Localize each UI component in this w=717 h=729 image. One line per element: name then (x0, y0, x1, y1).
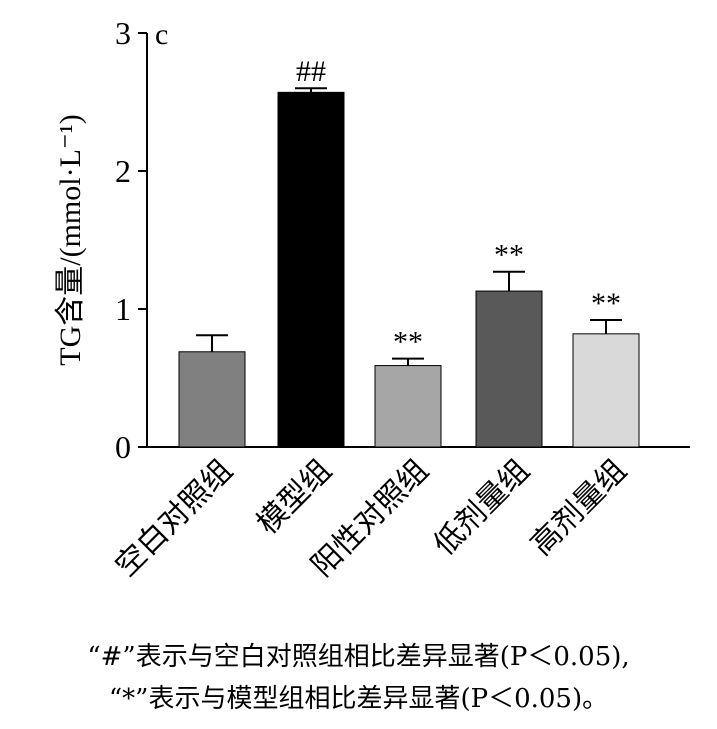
y-axis-label: TG含量/(mmol·L⁻¹) (54, 114, 87, 365)
bar (572, 333, 640, 448)
significance-label: ** (494, 239, 524, 272)
bar (277, 91, 345, 448)
y-tick-label: 0 (115, 429, 131, 465)
significance-label: ** (393, 326, 423, 359)
y-tick-label: 3 (115, 15, 131, 51)
y-tick-label: 2 (115, 153, 131, 189)
category-label: 模型组 (250, 453, 338, 541)
footnote-hash: “#”表示与空白对照组相比差异显著(P＜0.05), (87, 642, 630, 672)
footnote-star: “*”表示与模型组相比差异显著(P＜0.05)。 (108, 684, 609, 714)
bars: 空白对照组##模型组**阳性对照组**低剂量组**高剂量组 (109, 55, 640, 584)
significance-label: ## (296, 55, 326, 88)
bar (178, 351, 246, 448)
significance-label: ** (591, 287, 621, 320)
panel-label: c (155, 18, 168, 51)
category-label: 高剂量组 (524, 453, 634, 563)
bar (374, 365, 442, 448)
category-label: 低剂量组 (427, 453, 537, 563)
bar (475, 290, 543, 448)
y-tick-label: 1 (115, 291, 131, 327)
category-label: 空白对照组 (109, 453, 240, 584)
